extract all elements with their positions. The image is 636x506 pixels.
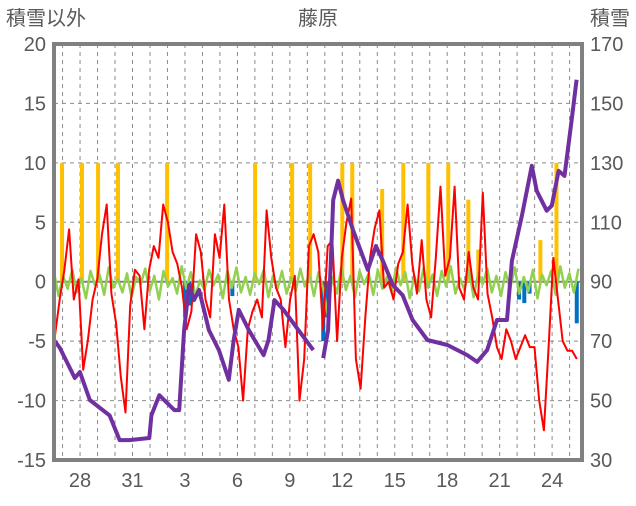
yellow-bar — [426, 162, 431, 282]
yellow-bar — [253, 162, 258, 282]
right-tick-label: 130 — [590, 153, 623, 175]
right-axis-label: 積雪 — [590, 7, 630, 30]
x-tick-label: 3 — [179, 470, 190, 492]
plot-frame — [52, 42, 584, 462]
left-tick-label: 5 — [35, 212, 46, 234]
snow-depth — [52, 283, 315, 443]
right-tick-label: 30 — [590, 450, 612, 472]
x-tick-label: 9 — [284, 470, 295, 492]
right-tick-label: 150 — [590, 93, 623, 115]
right-tick-label: 110 — [590, 212, 622, 234]
lines — [52, 79, 580, 443]
blue-bar — [574, 281, 579, 324]
yellow-bar — [79, 162, 84, 282]
yellow-bar — [538, 240, 543, 282]
x-tick-label: 15 — [384, 470, 406, 492]
chart-title: 藤原 — [298, 7, 338, 30]
left-tick-label: 10 — [24, 153, 46, 175]
red-line — [54, 185, 578, 432]
left-tick-label: 15 — [24, 93, 46, 115]
snow-depth — [321, 79, 579, 364]
x-tick-label: 24 — [541, 470, 563, 492]
left-tick-label: -10 — [17, 391, 46, 413]
right-tick-label: 70 — [590, 331, 612, 353]
x-tick-label: 21 — [489, 470, 511, 492]
bars — [60, 162, 579, 342]
left-axis-ticks: 20 15 10 5 0 -5 -10 -15 — [17, 34, 46, 472]
yellow-bar — [96, 162, 101, 282]
yellow-bar — [340, 162, 345, 282]
x-tick-label: 6 — [232, 470, 243, 492]
left-tick-label: -15 — [17, 450, 46, 472]
x-axis-ticks: 28 31 3 6 9 12 15 18 21 24 — [69, 470, 563, 492]
right-axis-ticks: 170 150 130 110 90 70 50 30 — [590, 34, 623, 472]
yellow-bar — [446, 162, 451, 282]
left-tick-label: 0 — [35, 272, 46, 294]
left-tick-label: 20 — [24, 34, 46, 56]
right-tick-label: 90 — [590, 272, 612, 294]
blue-bar — [183, 281, 188, 318]
green-line — [52, 265, 580, 317]
right-tick-label: 170 — [590, 34, 623, 56]
blue-bar — [522, 281, 527, 304]
x-tick-label: 12 — [331, 470, 353, 492]
yellow-bar — [401, 162, 406, 282]
yellow-bar — [60, 162, 65, 282]
right-tick-label: 50 — [590, 391, 612, 413]
yellow-bar — [476, 249, 481, 282]
left-tick-label: -5 — [28, 331, 46, 353]
yellow-bar — [308, 162, 313, 282]
yellow-bar — [554, 162, 559, 282]
yellow-bar — [115, 162, 120, 282]
yellow-bar — [380, 189, 385, 282]
x-tick-label: 28 — [69, 470, 91, 492]
x-tick-label: 31 — [121, 470, 143, 492]
left-axis-label: 積雪以外 — [6, 7, 86, 30]
x-tick-label: 18 — [436, 470, 458, 492]
yellow-bar — [290, 162, 295, 282]
yellow-bar — [466, 199, 471, 282]
blue-bar — [324, 281, 329, 318]
